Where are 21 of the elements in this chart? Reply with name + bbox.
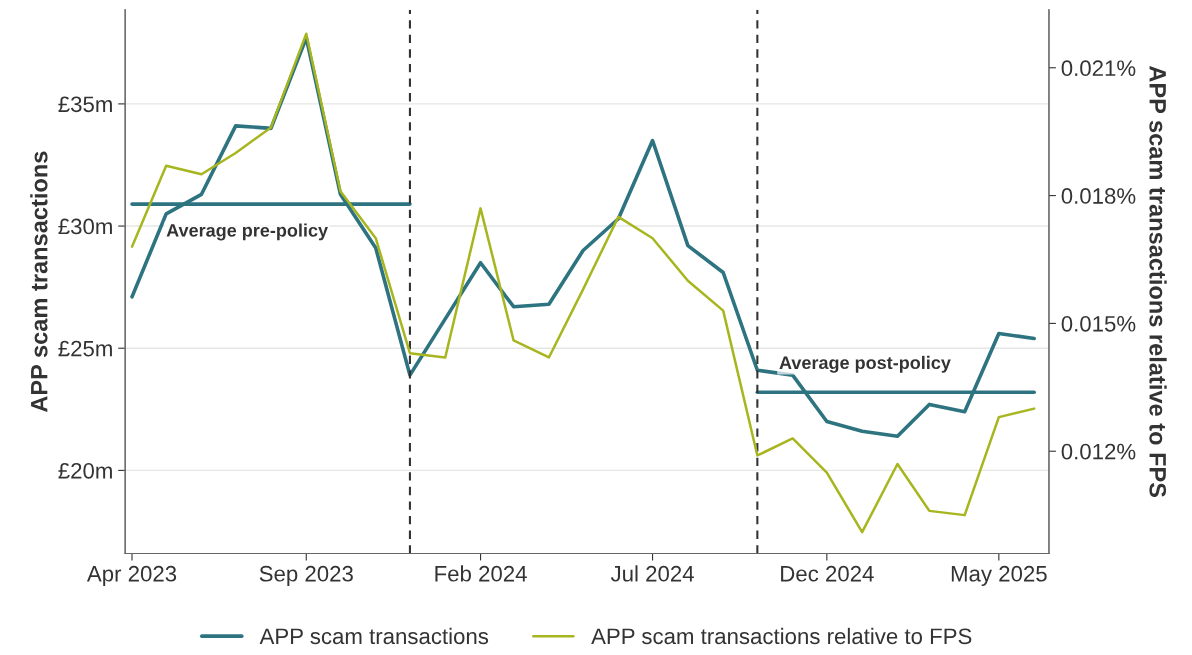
x-tick-label: Sep 2023 <box>259 565 353 586</box>
x-tick-label: Feb 2024 <box>435 565 527 582</box>
annotation: Average post-policy <box>779 355 951 373</box>
x-tick-label: Apr 2023 <box>86 565 177 586</box>
legend-label: APP scam transactions <box>259 627 489 645</box>
x-tick-label: Dec 2024 <box>781 565 874 582</box>
y2-tick-label: 0.015% <box>1061 315 1136 332</box>
y-tick-label: £30m <box>58 218 112 235</box>
x-tick-label: Jul 2024 <box>610 565 694 582</box>
y-tick-label: £25m <box>58 340 112 357</box>
y2-tick-label: 0.018% <box>1061 188 1136 204</box>
legend-label: APP scam transactions relative to FPS <box>591 627 972 645</box>
y2-axis-title: APP scam transactions relative to FPS <box>1149 65 1167 498</box>
y2-tick-label: 0.012% <box>1061 443 1136 460</box>
x-tick-label: May 2025 <box>951 565 1047 586</box>
y-tick-label: £35m <box>58 96 112 113</box>
y2-tick-label: 0.021% <box>1061 60 1136 77</box>
annotation: Average pre-policy <box>166 223 328 241</box>
y-axis-title: APP scam transactions <box>30 151 48 413</box>
y-tick-label: £20m <box>58 462 112 479</box>
line-series <box>130 32 1036 534</box>
